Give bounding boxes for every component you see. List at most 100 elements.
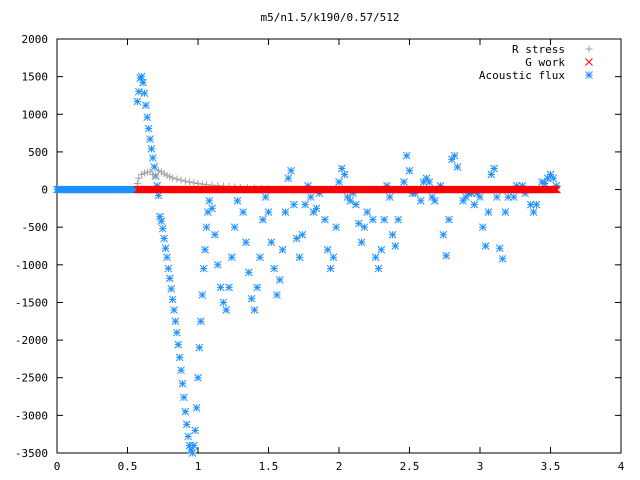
acoustic-flux-point — [490, 164, 498, 173]
acoustic-flux-point — [509, 193, 518, 201]
y-tick-label: -500 — [22, 221, 49, 234]
acoustic-flux-point — [273, 291, 281, 299]
series-layer — [53, 72, 561, 457]
y-tick-label: -1000 — [15, 259, 48, 272]
acoustic-flux-point — [189, 441, 198, 450]
y-tick-label: 2000 — [22, 33, 49, 46]
legend-marker — [585, 71, 593, 79]
x-tick-label: 4 — [618, 460, 625, 473]
legend-label: G work — [525, 56, 565, 69]
acoustic-flux-point — [374, 264, 383, 273]
acoustic-flux-point — [332, 223, 341, 232]
acoustic-flux-point — [261, 193, 270, 201]
acoustic-flux-point — [281, 208, 290, 216]
acoustic-flux-point — [312, 204, 321, 213]
acoustic-flux-point — [256, 253, 264, 262]
legend-marker — [585, 58, 593, 66]
acoustic-flux-point — [275, 276, 284, 284]
acoustic-flux-point — [301, 200, 310, 209]
acoustic-flux-point — [439, 230, 448, 239]
legend-marker — [585, 45, 593, 53]
acoustic-flux-point — [194, 373, 202, 382]
acoustic-flux-point — [267, 238, 276, 247]
acoustic-flux-point — [290, 200, 298, 209]
y-tick-label: -3500 — [15, 447, 48, 460]
acoustic-flux-point — [225, 283, 233, 292]
acoustic-flux-point — [357, 238, 366, 247]
acoustic-flux-point — [216, 283, 225, 292]
x-tick-label: 0.5 — [118, 460, 138, 473]
acoustic-flux-point — [377, 245, 386, 254]
r-stress-point — [133, 180, 141, 188]
acoustic-flux-point — [405, 166, 414, 175]
acoustic-flux-point — [416, 196, 425, 205]
y-tick-label: -2000 — [15, 334, 48, 347]
plot-frame — [56, 38, 622, 454]
acoustic-flux-point — [182, 420, 191, 429]
y-tick-label: -2500 — [15, 372, 48, 385]
acoustic-flux-point — [306, 193, 315, 201]
acoustic-flux-point — [198, 291, 207, 299]
acoustic-flux-point — [165, 274, 174, 283]
acoustic-flux-point — [168, 295, 177, 304]
r-stress-point — [177, 176, 185, 184]
acoustic-flux-point — [230, 223, 239, 232]
acoustic-flux-point — [139, 78, 147, 87]
y-tick-label: -1500 — [15, 296, 48, 309]
acoustic-flux-point — [323, 245, 332, 254]
y-tick-label: 500 — [28, 146, 48, 159]
acoustic-flux-point — [321, 215, 329, 224]
acoustic-flux-point — [253, 283, 262, 292]
acoustic-flux-point — [213, 260, 222, 269]
acoustic-flux-point — [264, 208, 273, 216]
acoustic-flux-point — [171, 317, 180, 326]
acoustic-flux-point — [164, 264, 173, 273]
acoustic-flux-point — [329, 253, 338, 262]
acoustic-flux-point — [368, 215, 377, 224]
acoustic-flux-point — [178, 379, 187, 388]
acoustic-flux-point — [233, 196, 242, 205]
acoustic-flux-point — [133, 97, 142, 106]
y-tick-label: 1000 — [22, 108, 49, 121]
acoustic-flux-point — [202, 223, 211, 232]
acoustic-flux-point — [445, 215, 453, 224]
acoustic-flux-point — [191, 426, 200, 435]
acoustic-flux-point — [160, 234, 169, 243]
acoustic-flux-point — [184, 432, 192, 441]
g-work-point — [549, 185, 558, 194]
x-tick-label: 2 — [336, 460, 343, 473]
acoustic-flux-point — [295, 253, 304, 262]
axis-ticks: 0 0.5 1 1.5 2 2.5 3 3.5 4 -3500 -3000 -2500 -2000 -15… — [15, 33, 625, 473]
x-tick-label: 3 — [477, 460, 484, 473]
acoustic-flux-point — [167, 285, 176, 293]
acoustic-flux-point — [161, 244, 170, 253]
x-tick-label: 2.5 — [400, 460, 420, 473]
acoustic-flux-point — [211, 230, 219, 239]
acoustic-flux-point — [270, 264, 278, 273]
x-tick-label: 1 — [195, 460, 202, 473]
acoustic-flux-point — [484, 208, 493, 216]
acoustic-flux-point — [147, 145, 156, 153]
acoustic-flux-point — [150, 163, 159, 171]
acoustic-flux-point — [163, 253, 171, 262]
r-stress-point — [173, 175, 181, 183]
acoustic-flux-point — [431, 196, 439, 205]
acoustic-flux-point — [199, 264, 208, 273]
acoustic-flux-point — [247, 294, 256, 303]
acoustic-flux-point — [175, 353, 184, 362]
r-stress-point — [169, 174, 177, 182]
acoustic-flux-point — [205, 196, 214, 205]
acoustic-flux-point — [149, 154, 157, 162]
g-work-point — [550, 185, 559, 194]
acoustic-flux-point — [146, 135, 154, 143]
acoustic-flux-point — [394, 215, 403, 224]
acoustic-flux-point — [144, 124, 153, 133]
acoustic-flux-point — [340, 170, 349, 179]
y-tick-label: 0 — [41, 184, 48, 197]
acoustic-flux-point — [298, 230, 307, 239]
legend-label: Acoustic flux — [479, 69, 565, 82]
acoustic-flux-point — [352, 200, 360, 209]
acoustic-flux-point — [177, 366, 185, 375]
g-work-point — [553, 185, 561, 194]
